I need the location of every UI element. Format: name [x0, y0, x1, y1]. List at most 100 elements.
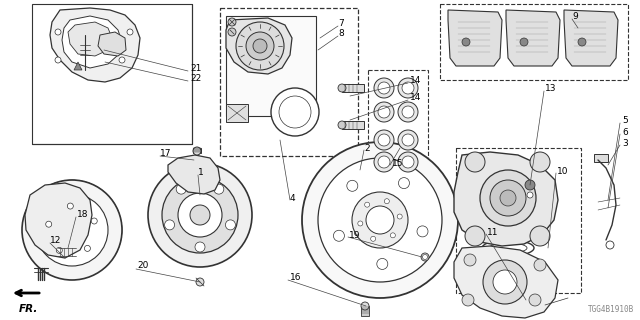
Bar: [368, 70, 428, 180]
Polygon shape: [168, 155, 220, 194]
Circle shape: [465, 226, 485, 246]
Circle shape: [462, 38, 470, 46]
Circle shape: [525, 180, 535, 190]
Text: TGG4B1910B: TGG4B1910B: [588, 305, 634, 314]
Circle shape: [162, 177, 238, 253]
Text: FR.: FR.: [19, 304, 38, 314]
Circle shape: [398, 130, 418, 150]
Circle shape: [365, 202, 370, 207]
Circle shape: [390, 233, 396, 238]
Circle shape: [119, 57, 125, 63]
Circle shape: [84, 245, 90, 252]
Circle shape: [338, 84, 346, 92]
Circle shape: [366, 206, 394, 234]
Polygon shape: [50, 8, 140, 82]
Circle shape: [92, 218, 97, 224]
Circle shape: [178, 193, 222, 237]
Bar: [220, 8, 358, 156]
Circle shape: [228, 18, 236, 26]
Circle shape: [378, 134, 390, 146]
Polygon shape: [74, 62, 82, 70]
Polygon shape: [448, 10, 502, 66]
Text: 16: 16: [290, 274, 301, 283]
Circle shape: [398, 102, 418, 122]
Text: 10: 10: [557, 166, 568, 175]
Circle shape: [148, 163, 252, 267]
Circle shape: [196, 278, 204, 286]
Circle shape: [371, 236, 376, 241]
Bar: [342, 121, 364, 129]
Circle shape: [399, 178, 410, 188]
Circle shape: [378, 156, 390, 168]
Circle shape: [374, 152, 394, 172]
Circle shape: [490, 180, 526, 216]
Polygon shape: [25, 183, 92, 258]
Circle shape: [462, 294, 474, 306]
Circle shape: [253, 39, 267, 53]
Polygon shape: [98, 32, 126, 56]
Bar: [58, 248, 76, 256]
Bar: [456, 148, 581, 293]
Circle shape: [530, 152, 550, 172]
Text: 9: 9: [572, 12, 578, 20]
Text: 19: 19: [349, 230, 360, 239]
Text: 17: 17: [160, 148, 172, 157]
Text: 22: 22: [190, 74, 201, 83]
Circle shape: [493, 270, 517, 294]
Circle shape: [55, 29, 61, 35]
Text: 11: 11: [487, 228, 499, 236]
Circle shape: [45, 221, 52, 227]
Text: 1: 1: [198, 167, 204, 177]
Circle shape: [374, 78, 394, 98]
Circle shape: [606, 241, 614, 249]
Circle shape: [374, 102, 394, 122]
Text: 2: 2: [364, 143, 370, 153]
Circle shape: [402, 106, 414, 118]
Bar: [361, 306, 369, 316]
Circle shape: [279, 96, 311, 128]
Circle shape: [464, 254, 476, 266]
Text: 14: 14: [410, 76, 421, 84]
Text: 8: 8: [338, 28, 344, 37]
Bar: [226, 16, 316, 116]
Circle shape: [527, 192, 533, 198]
Circle shape: [398, 78, 418, 98]
Bar: [342, 84, 364, 92]
Circle shape: [228, 28, 236, 36]
Circle shape: [402, 134, 414, 146]
Circle shape: [190, 205, 210, 225]
Circle shape: [374, 130, 394, 150]
Bar: [456, 18, 492, 60]
Circle shape: [378, 106, 390, 118]
Polygon shape: [564, 10, 618, 66]
Circle shape: [56, 247, 62, 253]
Circle shape: [333, 230, 344, 241]
Circle shape: [385, 199, 389, 204]
Bar: [32, 4, 192, 144]
Circle shape: [361, 302, 369, 310]
Circle shape: [417, 226, 428, 237]
Circle shape: [318, 158, 442, 282]
Text: 7: 7: [338, 19, 344, 28]
Circle shape: [236, 22, 284, 70]
Circle shape: [246, 32, 274, 60]
Polygon shape: [454, 152, 558, 246]
Circle shape: [127, 29, 133, 35]
Text: 3: 3: [622, 139, 628, 148]
Circle shape: [338, 121, 346, 129]
Text: 12: 12: [50, 236, 61, 244]
Circle shape: [378, 82, 390, 94]
Circle shape: [193, 147, 201, 155]
Polygon shape: [62, 16, 122, 68]
Polygon shape: [506, 10, 560, 66]
Circle shape: [397, 214, 402, 219]
Circle shape: [347, 180, 358, 191]
Circle shape: [377, 259, 388, 269]
Bar: [594, 154, 608, 162]
Polygon shape: [68, 22, 112, 56]
Polygon shape: [454, 246, 558, 318]
Bar: [572, 18, 608, 60]
Circle shape: [534, 259, 546, 271]
Text: 18: 18: [77, 210, 88, 219]
Text: 6: 6: [622, 127, 628, 137]
